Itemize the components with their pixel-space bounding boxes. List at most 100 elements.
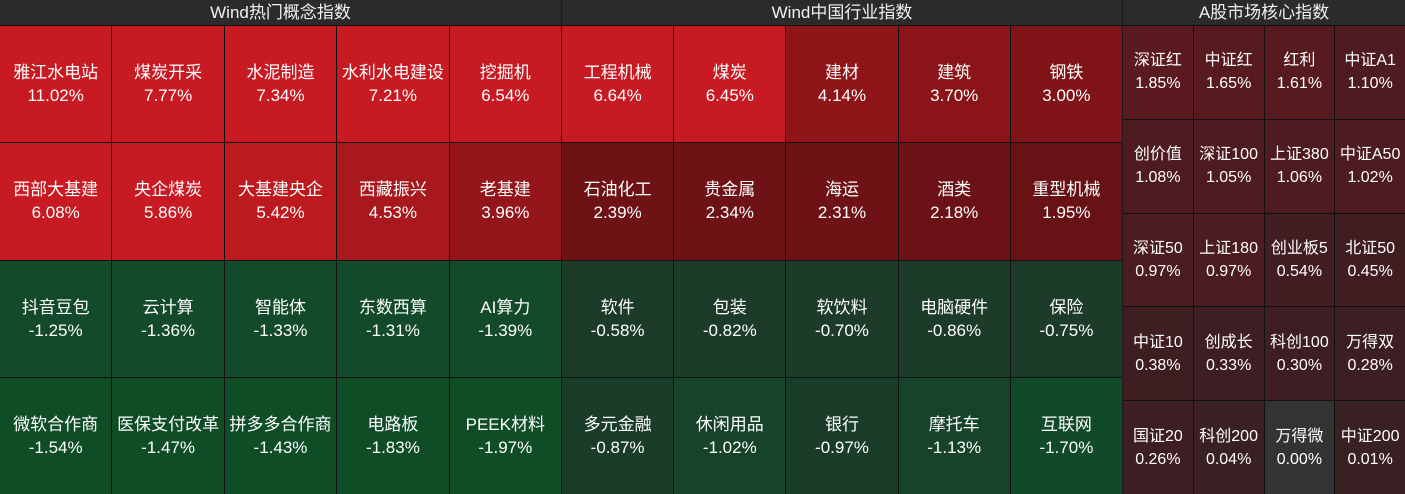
heatmap-tile[interactable]: 海运 2.31%: [786, 143, 898, 260]
tile-name: 国证20: [1132, 427, 1183, 445]
tile-name: 钢铁: [1049, 63, 1084, 83]
tile-name: 西藏振兴: [358, 180, 427, 200]
tile-name: 深证红: [1133, 52, 1182, 70]
tile-name: 包装: [712, 297, 747, 317]
tile-name: 中证10: [1132, 333, 1183, 351]
heatmap-tile[interactable]: 西部大基建 6.08%: [0, 143, 112, 260]
heatmap-tile[interactable]: 包装 -0.82%: [674, 260, 786, 377]
tile-change-percent: 0.28%: [1347, 356, 1393, 374]
heatmap-tile[interactable]: 红利 1.61%: [1264, 26, 1335, 119]
tile-change-percent: 0.01%: [1347, 450, 1393, 468]
tile-name: 银行: [824, 414, 859, 434]
tile-change-percent: 0.97%: [1135, 262, 1181, 280]
heatmap-tile[interactable]: 央企煤炭 5.86%: [112, 143, 224, 260]
tile-change-percent: 0.97%: [1205, 262, 1252, 280]
heatmap-tile[interactable]: 工程机械 6.64%: [562, 26, 674, 143]
heatmap-tile[interactable]: 万得双 0.28%: [1335, 307, 1405, 401]
core-index-title: A股市场核心指数: [1123, 0, 1405, 26]
tile-change-percent: 1.65%: [1205, 75, 1252, 93]
tile-change-percent: 4.53%: [368, 203, 417, 223]
heatmap-tile[interactable]: 抖音豆包 -1.25%: [0, 260, 112, 377]
heatmap-tile[interactable]: 互联网 -1.70%: [1010, 377, 1122, 494]
heatmap-tile[interactable]: 老基建 3.96%: [449, 143, 561, 260]
heatmap-tile[interactable]: 钢铁 3.00%: [1010, 26, 1122, 143]
heatmap-tile[interactable]: 保险 -0.75%: [1010, 260, 1122, 377]
heatmap-tile[interactable]: 建筑 3.70%: [898, 26, 1010, 143]
heatmap-tile[interactable]: 建材 4.14%: [786, 26, 898, 143]
heatmap-tile[interactable]: 水泥制造 7.34%: [224, 26, 337, 143]
heatmap-tile[interactable]: PEEK材料 -1.97%: [449, 377, 561, 494]
concept-index-panel: Wind热门概念指数 雅江水电站 11.02% 煤炭开采 7.77% 水泥制造 7.34%…: [0, 0, 561, 494]
tile-change-percent: 6.54%: [481, 86, 530, 106]
heatmap-tile[interactable]: 拼多多合作商 -1.43%: [224, 377, 337, 494]
heatmap-tile[interactable]: 软饮料 -0.70%: [786, 260, 898, 377]
heatmap-tile[interactable]: 摩托车 -1.13%: [898, 377, 1010, 494]
tile-name: 抖音豆包: [21, 297, 90, 317]
heatmap-tile[interactable]: 医保支付改革 -1.47%: [112, 377, 224, 494]
tile-name: 电路板: [367, 414, 419, 434]
heatmap-tile[interactable]: 休闲用品 -1.02%: [674, 377, 786, 494]
heatmap-tile[interactable]: 北证50 0.45%: [1335, 213, 1405, 307]
industry-index-panel: Wind中国行业指数 工程机械 6.64% 煤炭 6.45% 建材 4.14% 建筑 3.70…: [562, 0, 1122, 494]
tile-name: 中证A50: [1339, 146, 1401, 164]
tile-change-percent: 6.08%: [31, 203, 80, 223]
heatmap-tile[interactable]: 深证100 1.05%: [1193, 119, 1264, 213]
heatmap-tile[interactable]: 酒类 2.18%: [898, 143, 1010, 260]
heatmap-tile[interactable]: 重型机械 1.95%: [1010, 143, 1122, 260]
heatmap-tile[interactable]: 智能体 -1.33%: [224, 260, 337, 377]
heatmap-tile[interactable]: 中证A1 1.10%: [1335, 26, 1405, 119]
heatmap-tile[interactable]: 石油化工 2.39%: [562, 143, 674, 260]
heatmap-tile[interactable]: 多元金融 -0.87%: [562, 377, 674, 494]
heatmap-tile[interactable]: 水利水电建设 7.21%: [337, 26, 449, 143]
heatmap-tile[interactable]: 科创100 0.30%: [1264, 307, 1335, 401]
tile-change-percent: 1.08%: [1135, 169, 1181, 187]
heatmap-tile[interactable]: 中证红 1.65%: [1193, 26, 1264, 119]
heatmap-tile[interactable]: 中证200 0.01%: [1335, 401, 1405, 494]
tile-change-percent: -1.25%: [28, 320, 83, 340]
heatmap-tile[interactable]: 微软合作商 -1.54%: [0, 377, 112, 494]
tile-name: 老基建: [479, 180, 531, 200]
tile-change-percent: 0.54%: [1276, 262, 1323, 280]
heatmap-tile[interactable]: 西藏振兴 4.53%: [337, 143, 449, 260]
tile-name: 深证100: [1199, 146, 1258, 164]
heatmap-tile[interactable]: AI算力 -1.39%: [449, 260, 561, 377]
heatmap-tile[interactable]: 电脑硬件 -0.86%: [898, 260, 1010, 377]
heatmap-tile[interactable]: 中证10 0.38%: [1123, 307, 1193, 401]
tile-name: 雅江水电站: [13, 63, 99, 83]
heatmap-tile[interactable]: 软件 -0.58%: [562, 260, 674, 377]
heatmap-tile[interactable]: 贵金属 2.34%: [674, 143, 786, 260]
heatmap-tile[interactable]: 煤炭开采 7.77%: [112, 26, 224, 143]
heatmap-tile[interactable]: 国证20 0.26%: [1123, 401, 1193, 494]
tile-change-percent: -1.39%: [478, 320, 533, 340]
tile-name: 大基建央企: [237, 180, 323, 200]
heatmap-tile[interactable]: 电路板 -1.83%: [337, 377, 449, 494]
heatmap-tile[interactable]: 银行 -0.97%: [786, 377, 898, 494]
heatmap-tile[interactable]: 大基建央企 5.42%: [224, 143, 337, 260]
tile-change-percent: -1.70%: [1039, 437, 1094, 457]
tile-name: 工程机械: [583, 63, 652, 83]
heatmap-tile[interactable]: 深证红 1.85%: [1123, 26, 1193, 119]
tile-change-percent: 0.00%: [1276, 450, 1323, 468]
heatmap-tile[interactable]: 挖掘机 6.54%: [449, 26, 561, 143]
tile-name: 创业板5: [1270, 239, 1328, 257]
heatmap-tile[interactable]: 上证380 1.06%: [1264, 119, 1335, 213]
heatmap-tile[interactable]: 创业板5 0.54%: [1264, 213, 1335, 307]
heatmap-tile[interactable]: 万得微 0.00%: [1264, 401, 1335, 494]
tile-change-percent: -1.97%: [478, 437, 533, 457]
heatmap-tile[interactable]: 上证180 0.97%: [1193, 213, 1264, 307]
tile-change-percent: 1.06%: [1276, 169, 1323, 187]
heatmap-tile[interactable]: 雅江水电站 11.02%: [0, 26, 112, 143]
tile-change-percent: 11.02%: [27, 86, 84, 106]
heatmap-tile[interactable]: 科创200 0.04%: [1193, 401, 1264, 494]
heatmap-tile[interactable]: 东数西算 -1.31%: [337, 260, 449, 377]
tile-change-percent: 4.14%: [817, 86, 867, 106]
heatmap-tile[interactable]: 深证50 0.97%: [1123, 213, 1193, 307]
heatmap-tile[interactable]: 创成长 0.33%: [1193, 307, 1264, 401]
tile-change-percent: 1.95%: [1042, 203, 1091, 223]
tile-change-percent: 0.30%: [1276, 356, 1323, 374]
heatmap-tile[interactable]: 中证A50 1.02%: [1335, 119, 1405, 213]
heatmap-tile[interactable]: 创价值 1.08%: [1123, 119, 1193, 213]
heatmap-tile[interactable]: 云计算 -1.36%: [112, 260, 224, 377]
tile-change-percent: -0.82%: [702, 320, 757, 340]
heatmap-tile[interactable]: 煤炭 6.45%: [674, 26, 786, 143]
